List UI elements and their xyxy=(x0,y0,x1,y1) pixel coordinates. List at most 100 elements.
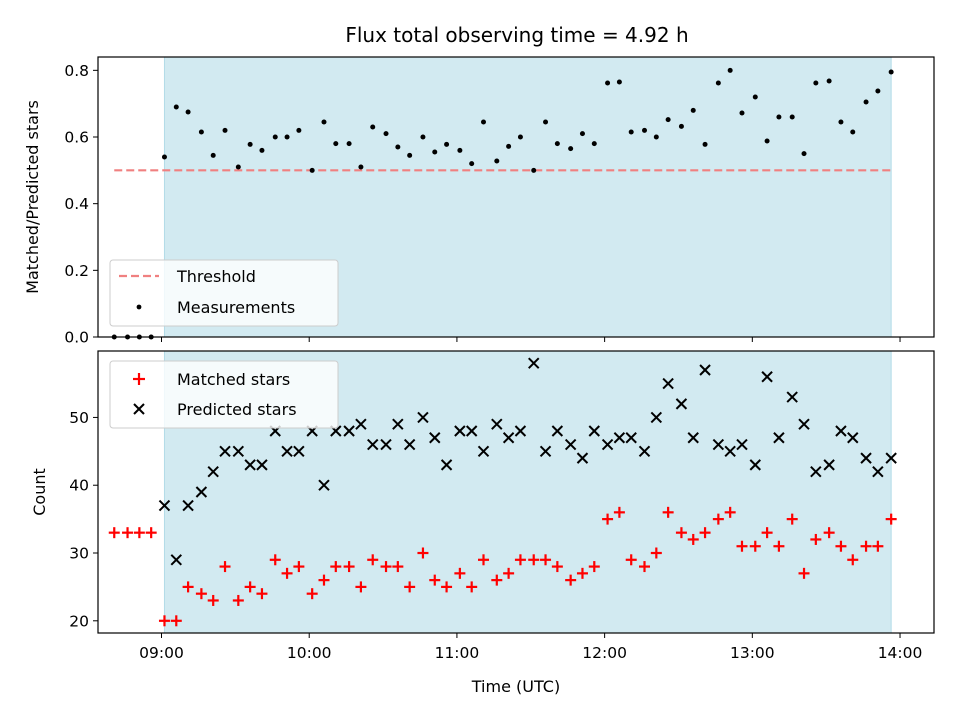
matched-star-point xyxy=(417,547,429,559)
predicted-star-point xyxy=(872,465,884,478)
predicted-star-point xyxy=(687,432,699,444)
measurement-point xyxy=(678,123,684,129)
measurement-point xyxy=(272,134,278,140)
matched-star-point xyxy=(256,588,268,600)
ratio-y-axis-label: Matched/Predicted stars xyxy=(23,100,42,294)
matched-star-point xyxy=(786,513,798,525)
legend-matched-label: Matched stars xyxy=(177,370,290,389)
measurement-point xyxy=(764,138,770,144)
predicted-star-point xyxy=(539,445,552,458)
matched-star-point xyxy=(860,540,872,552)
predicted-star-point xyxy=(195,486,208,498)
predicted-star-point xyxy=(182,499,194,512)
ratio-x-ticks xyxy=(161,337,901,342)
measurement-point xyxy=(469,161,475,167)
measurement-point xyxy=(642,127,648,133)
predicted-star-point xyxy=(392,418,404,430)
predicted-star-point xyxy=(638,445,651,458)
predicted-star-point xyxy=(477,445,490,458)
predicted-star-point xyxy=(454,425,466,437)
matched-star-point xyxy=(798,567,810,579)
measurements-points xyxy=(111,67,894,340)
measurement-point xyxy=(444,141,450,147)
measurement-point xyxy=(185,109,191,115)
legend-measurements-label: Measurements xyxy=(177,298,295,317)
measurement-point xyxy=(395,144,401,150)
measurement-point xyxy=(616,79,622,85)
matched-star-point xyxy=(885,513,897,525)
matched-star-point xyxy=(170,615,182,627)
matched-star-point xyxy=(232,594,244,606)
y-tick-label: 0.0 xyxy=(64,329,89,347)
predicted-star-point xyxy=(736,438,748,451)
x-axis-label: Time (UTC) xyxy=(471,677,560,696)
predicted-star-point xyxy=(786,391,798,403)
matched-star-point xyxy=(602,513,614,525)
measurement-point xyxy=(420,134,426,140)
matched-star-point xyxy=(662,506,674,518)
measurement-point xyxy=(333,141,339,147)
measurement-point xyxy=(506,143,512,149)
measurement-point xyxy=(752,94,758,100)
measurement-point xyxy=(568,146,574,152)
y-tick-label: 40 xyxy=(69,477,89,495)
matched-star-point xyxy=(503,567,515,579)
predicted-star-point xyxy=(491,418,503,430)
matched-star-point xyxy=(355,581,367,593)
matched-star-point xyxy=(551,561,563,573)
matched-star-point xyxy=(145,527,157,539)
legend-predicted-label: Predicted stars xyxy=(177,400,297,419)
matched-star-point xyxy=(773,540,785,552)
matched-star-point xyxy=(404,581,416,593)
predicted-star-point xyxy=(601,438,614,451)
predicted-star-point xyxy=(712,438,725,451)
predicted-star-point xyxy=(564,438,577,451)
predicted-star-point xyxy=(613,432,626,444)
matched-star-point xyxy=(675,527,687,539)
measurement-point xyxy=(776,114,782,120)
matched-star-point xyxy=(281,567,293,579)
predicted-star-point xyxy=(403,438,416,451)
y-tick-label: 0.2 xyxy=(64,262,89,280)
predicted-star-point xyxy=(170,554,182,566)
matched-star-point xyxy=(318,574,330,586)
predicted-star-point xyxy=(528,357,540,369)
matched-star-point xyxy=(380,561,392,573)
predicted-star-point xyxy=(355,418,367,430)
predicted-star-point xyxy=(256,459,268,471)
y-tick-label: 0.8 xyxy=(64,62,89,80)
measurement-point xyxy=(259,147,265,153)
measurement-point xyxy=(875,88,881,94)
count-legend: Matched stars Predicted stars xyxy=(109,360,339,429)
matched-star-point xyxy=(872,540,884,552)
predicted-star-point xyxy=(699,364,711,376)
ratio-legend-box xyxy=(109,259,339,327)
predicted-star-point xyxy=(847,432,859,444)
measurement-point xyxy=(801,151,807,157)
matched-star-point xyxy=(122,527,134,539)
legend-measurements-swatch xyxy=(136,304,142,310)
measurement-point xyxy=(653,134,659,140)
measurement-point xyxy=(826,78,832,84)
predicted-star-point xyxy=(502,432,515,444)
measurement-point xyxy=(850,129,856,135)
measurement-point xyxy=(554,141,560,147)
chart-title: Flux total observing time = 4.92 h xyxy=(345,23,688,47)
y-tick-label: 50 xyxy=(69,409,89,427)
predicted-star-point xyxy=(835,425,847,437)
measurement-point xyxy=(838,119,844,125)
matched-star-point xyxy=(613,506,625,518)
predicted-star-point xyxy=(158,499,171,512)
matched-star-point xyxy=(588,561,600,573)
measurement-point xyxy=(346,141,352,147)
matched-star-point xyxy=(392,561,404,573)
measurement-point xyxy=(370,124,376,130)
matched-star-point xyxy=(219,561,231,573)
measurement-point xyxy=(702,141,708,147)
measurement-point xyxy=(665,117,671,123)
x-tick-label: 12:00 xyxy=(582,644,627,662)
matched-star-point xyxy=(724,506,736,518)
measurement-point xyxy=(813,80,819,86)
measurement-point xyxy=(247,141,253,147)
